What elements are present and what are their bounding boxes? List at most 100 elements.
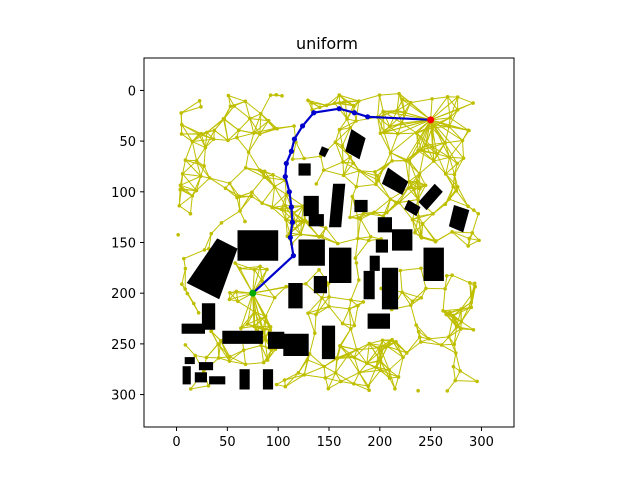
roadmap-edge bbox=[368, 238, 382, 241]
roadmap-node bbox=[245, 322, 250, 326]
roadmap-node bbox=[190, 193, 195, 198]
roadmap-edge bbox=[220, 340, 230, 362]
roadmap-edge bbox=[240, 268, 255, 271]
roadmap-edge bbox=[318, 236, 338, 245]
roadmap-edge bbox=[410, 297, 422, 306]
roadmap-edge bbox=[315, 305, 330, 315]
roadmap-edge bbox=[388, 369, 399, 378]
roadmap-node bbox=[249, 194, 254, 199]
roadmap-edge bbox=[343, 156, 351, 176]
roadmap-edge bbox=[408, 173, 420, 183]
solution-path bbox=[250, 106, 434, 296]
roadmap-edge bbox=[223, 105, 235, 120]
roadmap-edge bbox=[325, 377, 341, 383]
roadmap-node bbox=[337, 127, 342, 132]
roadmap-node bbox=[424, 143, 428, 147]
roadmap-node bbox=[269, 348, 274, 352]
roadmap-node bbox=[394, 201, 398, 205]
roadmap-node bbox=[282, 378, 287, 382]
roadmap-edge bbox=[341, 127, 351, 147]
roadmap-edge bbox=[350, 328, 358, 350]
roadmap-edge bbox=[235, 262, 255, 271]
roadmap-node bbox=[260, 201, 264, 206]
roadmap-node bbox=[469, 292, 474, 297]
roadmap-node bbox=[226, 138, 230, 143]
obstacle-8 bbox=[308, 214, 324, 227]
roadmap-node bbox=[265, 267, 269, 272]
roadmap-edge bbox=[366, 362, 381, 371]
roadmap-node bbox=[430, 145, 435, 149]
roadmap-edge bbox=[428, 338, 442, 346]
roadmap-node bbox=[241, 348, 246, 352]
roadmap-edge bbox=[436, 142, 446, 155]
roadmap-edge bbox=[305, 220, 320, 238]
roadmap-edge bbox=[422, 223, 436, 242]
obstacle-26 bbox=[181, 323, 205, 334]
roadmap-node bbox=[185, 291, 190, 296]
roadmap-edge bbox=[291, 234, 302, 245]
roadmap-node bbox=[307, 351, 312, 356]
roadmap-node bbox=[403, 158, 408, 163]
roadmap-edge bbox=[185, 159, 202, 177]
roadmap-edge bbox=[328, 381, 342, 390]
roadmap-node bbox=[455, 95, 460, 99]
roadmap-node bbox=[451, 185, 455, 189]
roadmap-edge bbox=[349, 196, 353, 218]
roadmap-edge bbox=[382, 339, 397, 343]
roadmap-node bbox=[367, 388, 371, 393]
roadmap-edge bbox=[327, 372, 337, 389]
roadmap-edge bbox=[238, 118, 251, 131]
roadmap-edge bbox=[246, 293, 254, 325]
obstacle-12 bbox=[392, 229, 413, 251]
roadmap-edge bbox=[339, 94, 359, 102]
roadmap-node bbox=[396, 375, 401, 379]
roadmap-node bbox=[454, 188, 459, 193]
roadmap-edge bbox=[407, 187, 419, 200]
obstacle-20 bbox=[381, 267, 399, 310]
roadmap-edge bbox=[252, 269, 268, 294]
roadmap-edge bbox=[430, 119, 434, 148]
roadmap-node bbox=[433, 239, 438, 244]
roadmap-node bbox=[388, 150, 393, 155]
roadmap-node bbox=[284, 284, 289, 289]
roadmap-edge bbox=[349, 212, 364, 218]
roadmap-node bbox=[176, 233, 180, 237]
roadmap-edge bbox=[444, 126, 450, 143]
roadmap-node bbox=[302, 156, 306, 161]
roadmap-edge bbox=[453, 328, 462, 345]
roadmap-node bbox=[243, 219, 247, 224]
roadmap-edge bbox=[445, 140, 463, 144]
roadmap-node bbox=[292, 124, 296, 128]
roadmap-edge bbox=[461, 321, 474, 331]
roadmap-edge bbox=[229, 360, 246, 365]
roadmap-edge bbox=[401, 122, 417, 134]
roadmap-edge bbox=[323, 366, 336, 374]
roadmap-node bbox=[191, 301, 196, 306]
roadmap-node bbox=[417, 171, 422, 176]
roadmap-edge bbox=[414, 223, 424, 234]
roadmap-edge bbox=[227, 129, 240, 141]
roadmap-edge bbox=[249, 118, 269, 122]
roadmap-edge bbox=[311, 102, 327, 106]
roadmap-node bbox=[246, 150, 251, 154]
roadmap-edge bbox=[271, 193, 287, 208]
roadmap-edge bbox=[398, 93, 405, 113]
roadmap-edge bbox=[369, 343, 388, 347]
roadmap-edge bbox=[300, 233, 320, 238]
roadmap-edge bbox=[339, 129, 343, 146]
roadmap-edge bbox=[449, 198, 469, 207]
obstacle-3 bbox=[418, 183, 443, 211]
obstacle-33 bbox=[182, 366, 191, 385]
roadmap-edge bbox=[418, 216, 423, 238]
start-marker bbox=[249, 289, 257, 297]
roadmap-edge bbox=[289, 220, 306, 234]
roadmap-node bbox=[351, 161, 355, 165]
obstacle-7 bbox=[303, 195, 319, 217]
roadmap-edge bbox=[430, 119, 463, 141]
roadmap-node bbox=[207, 176, 212, 180]
roadmap-node bbox=[398, 268, 403, 273]
roadmap-edge bbox=[405, 119, 432, 161]
roadmap-edge bbox=[229, 167, 247, 184]
roadmap-edge bbox=[405, 160, 410, 182]
x-tick-label-3: 150 bbox=[317, 435, 342, 450]
